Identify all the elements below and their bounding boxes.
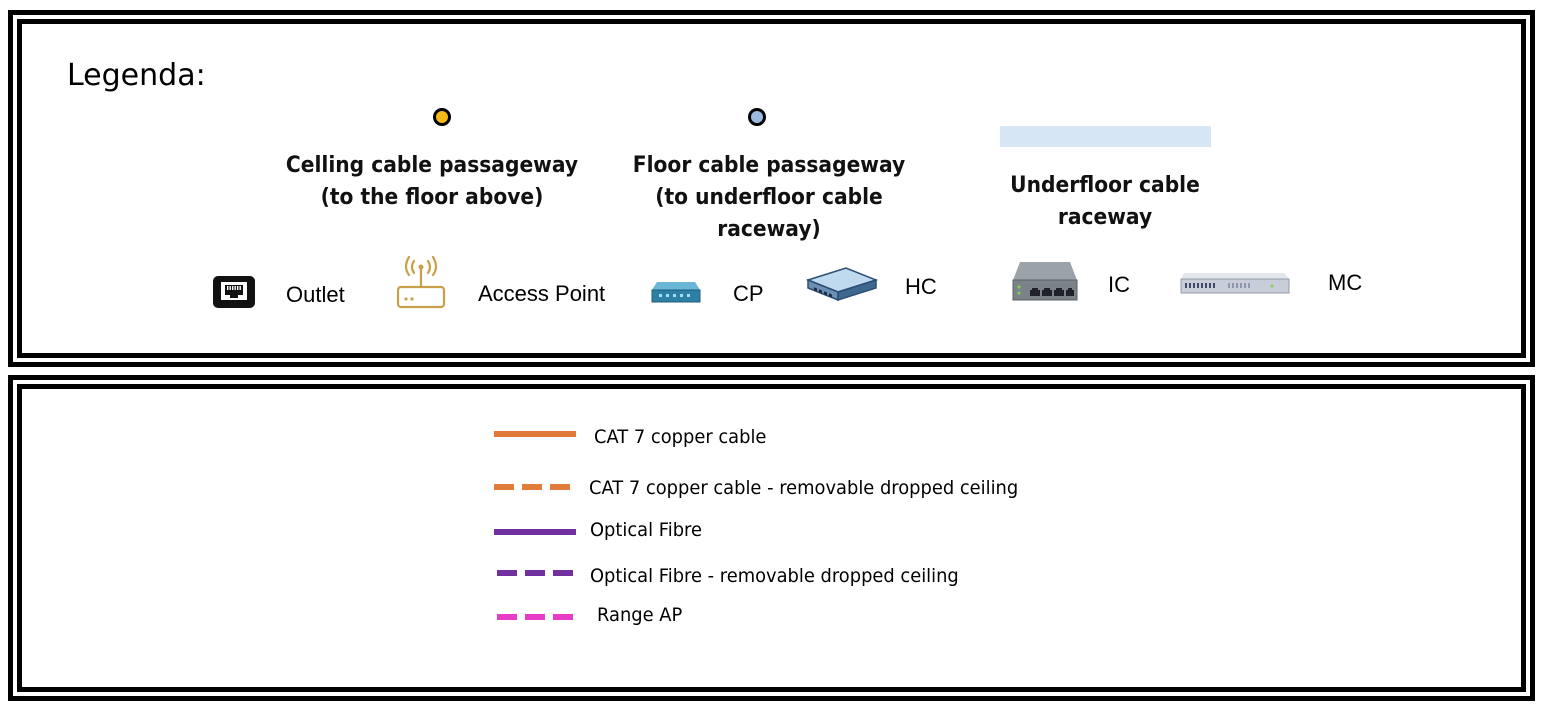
cp-label: CP [733,281,764,306]
cat7-ceiling-cable-swatch [494,484,570,490]
cat7-cable-label: CAT 7 copper cable [594,426,767,448]
cat7-cable-swatch [494,431,576,437]
legend-frame-top [8,10,1535,367]
cat7-ceiling-cable-label: CAT 7 copper cable - removable dropped c… [589,477,1019,499]
main-crossconnect-rack-icon [1180,271,1290,300]
horizontal-crossconnect-switch-icon [805,264,879,309]
range-ap-swatch [497,614,573,620]
floor-passageway-marker [748,108,766,126]
access-point-label: Access Point [478,281,606,306]
floor-passageway-label: Floor cable passageway (to underfloor ca… [632,153,906,242]
ceiling-passageway-label: Celling cable passageway (to the floor a… [285,153,579,210]
hc-label: HC [905,274,937,299]
intermediate-crossconnect-switch-icon [1012,260,1078,307]
optical-fibre-ceiling-label: Optical Fibre - removable dropped ceilin… [590,565,959,587]
underfloor-raceway-label: Underfloor cable raceway [1010,173,1200,230]
mc-label: MC [1328,270,1363,295]
optical-fibre-ceiling-swatch [497,570,573,576]
optical-fibre-swatch [494,529,576,535]
ceiling-passageway-marker [433,108,451,126]
legend-frame-bottom [8,375,1535,701]
outlet-label: Outlet [286,282,345,307]
optical-fibre-label: Optical Fibre [590,519,702,541]
legend-title: Legenda: [67,58,206,93]
underfloor-raceway-swatch [1000,126,1211,147]
ethernet-outlet-icon [212,275,256,314]
access-point-icon [392,255,450,316]
consolidation-point-icon [651,280,701,309]
range-ap-label: Range AP [597,604,683,626]
ic-label: IC [1108,272,1130,297]
